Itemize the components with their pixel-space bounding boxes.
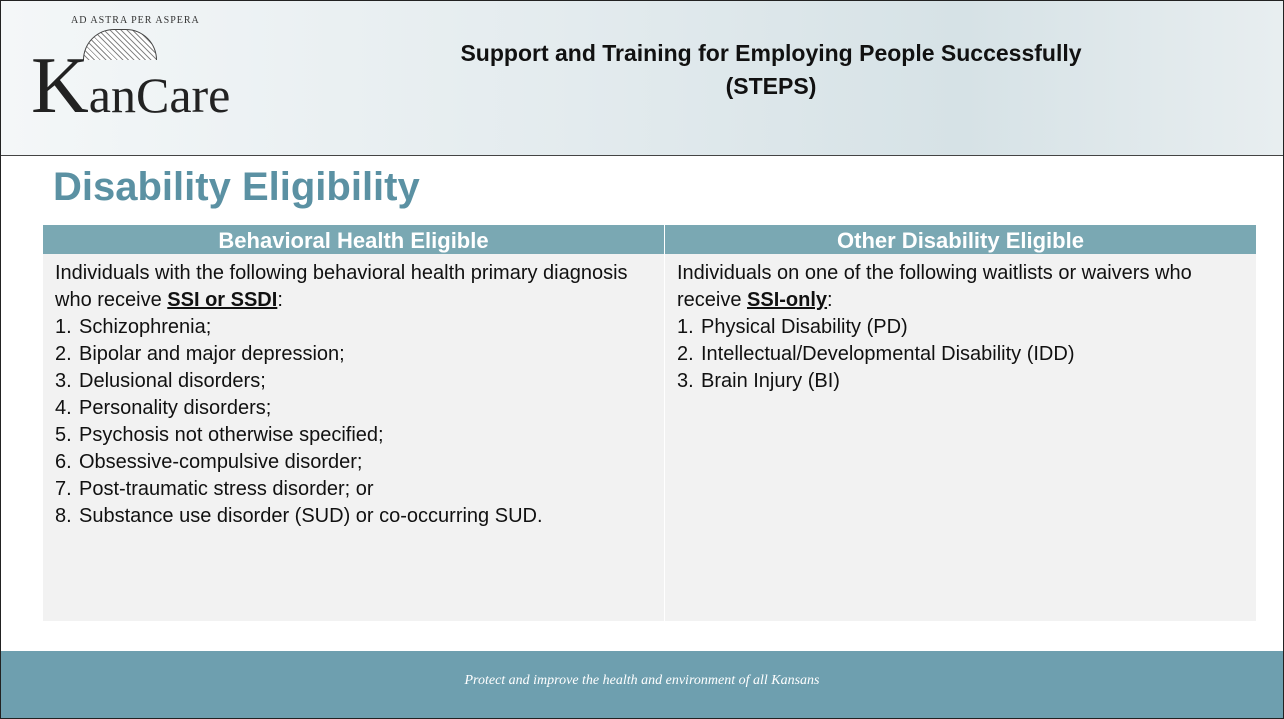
item-number: 8. [55, 505, 72, 527]
logo-name: KanCare [31, 41, 230, 132]
list-item: 6. Obsessive-compulsive disorder; [55, 449, 652, 476]
logo: AD ASTRA PER ASPERA KanCare [31, 13, 251, 130]
list-item: 5. Psychosis not otherwise specified; [55, 422, 652, 449]
list-item: 3. Brain Injury (BI) [677, 368, 1244, 395]
item-number: 1. [677, 316, 694, 338]
intro-end: : [277, 289, 283, 311]
intro: Individuals with the following behaviora… [55, 260, 652, 314]
item-number: 6. [55, 451, 72, 473]
header: AD ASTRA PER ASPERA KanCare Support and … [1, 1, 1283, 156]
intro-emphasis: SSI or SSDI [167, 289, 278, 311]
logo-rest: anCare [88, 67, 231, 123]
list-item: 1. Physical Disability (PD) [677, 314, 1244, 341]
intro: Individuals on one of the following wait… [677, 260, 1244, 314]
column-body: Individuals on one of the following wait… [665, 254, 1256, 401]
intro-text: Individuals on one of the following wait… [677, 262, 1192, 311]
item-text: Intellectual/Developmental Disability (I… [701, 343, 1075, 365]
list-item: 2. Intellectual/Developmental Disability … [677, 341, 1244, 368]
item-number: 3. [55, 370, 72, 392]
list-item: 3. Delusional disorders; [55, 368, 652, 395]
intro-emphasis: SSI-only [747, 289, 828, 311]
list-item: 2. Bipolar and major depression; [55, 341, 652, 368]
column-header: Behavioral Health Eligible [43, 225, 664, 254]
list-item: 8. Substance use disorder (SUD) or co-occ… [55, 503, 652, 530]
item-text: Personality disorders; [79, 397, 272, 419]
list-item: 1. Schizophrenia; [55, 314, 652, 341]
heading: Disability Eligibility [53, 165, 420, 209]
list-item: 7. Post-traumatic stress disorder; or [55, 476, 652, 503]
item-number: 2. [55, 343, 72, 365]
item-number: 1. [55, 316, 72, 338]
logo-initial: K [31, 42, 89, 130]
item-number: 3. [677, 370, 694, 392]
footer: Protect and improve the health and envir… [1, 651, 1283, 718]
table: Behavioral Health Eligible Individuals wi… [43, 225, 1256, 621]
intro-text: Individuals with the following behaviora… [55, 262, 628, 311]
item-text: Substance use disorder (SUD) or co-occur… [79, 505, 543, 527]
item-text: Post-traumatic stress disorder; or [79, 478, 374, 500]
item-number: 4. [55, 397, 72, 419]
item-text: Schizophrenia; [79, 316, 212, 338]
item-text: Physical Disability (PD) [701, 316, 908, 338]
item-number: 2. [677, 343, 694, 365]
title: Support and Training for Employing Peopl… [460, 40, 1082, 66]
subtitle: (STEPS) [725, 73, 817, 99]
item-text: Obsessive-compulsive disorder; [79, 451, 363, 473]
list-item: 4. Personality disorders; [55, 395, 652, 422]
item-text: Delusional disorders; [79, 370, 266, 392]
column: Behavioral Health Eligible Individuals wi… [43, 225, 665, 621]
item-number: 5. [55, 424, 72, 446]
item-text: Brain Injury (BI) [701, 370, 840, 392]
item-text: Psychosis not otherwise specified; [79, 424, 384, 446]
logo-motto: AD ASTRA PER ASPERA [71, 15, 200, 26]
column-body: Individuals with the following behaviora… [43, 254, 664, 536]
header-title: Support and Training for Employing Peopl… [301, 37, 1241, 103]
intro-end: : [827, 289, 833, 311]
item-number: 7. [55, 478, 72, 500]
column-header: Other Disability Eligible [665, 225, 1256, 254]
item-text: Bipolar and major depression; [79, 343, 345, 365]
column: Other Disability Eligible Individuals on … [665, 225, 1256, 621]
